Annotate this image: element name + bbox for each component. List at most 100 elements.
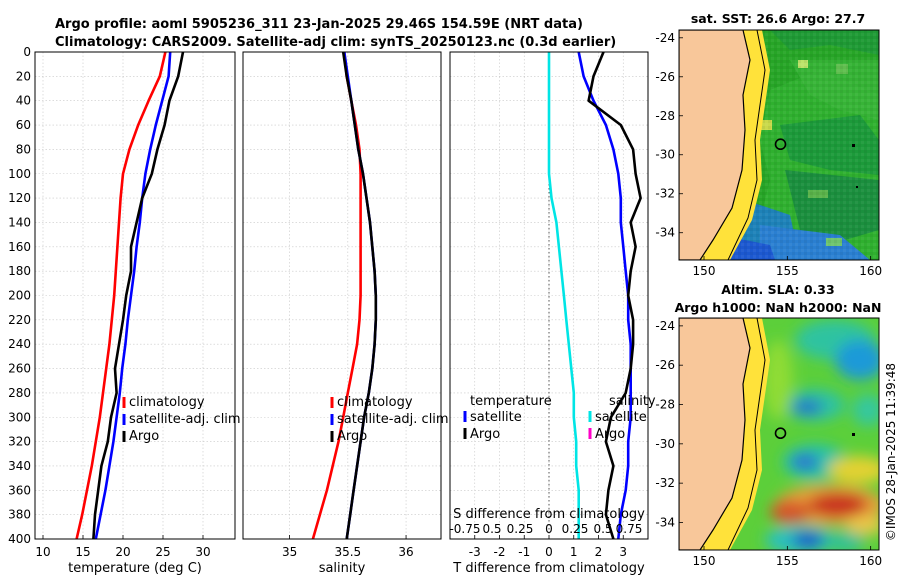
- difference-panel: -3 -2 -1 0 1 2 3 temperature salinity satellit…: [449, 51, 656, 576]
- temperature-series: [75, 52, 185, 539]
- depth-tick-label: 380: [8, 508, 31, 522]
- x-tick-label: 0: [545, 545, 553, 559]
- legend-temperature-title: temperature: [470, 394, 552, 409]
- sst-map-title: sat. SST: 26.6 Argo: 27.7: [691, 11, 865, 26]
- salinity-difference-tick-labels: -0.75 0.5 0.25 0 0.25 0.5 0.75: [449, 522, 642, 536]
- temperature-axis-label: temperature (deg C): [68, 561, 202, 576]
- x-tick-label: -1: [518, 545, 530, 559]
- series-argo-line: [92, 52, 185, 539]
- lat-tick-label: -30: [655, 437, 675, 451]
- lat-tick-label: -34: [655, 515, 675, 529]
- legend-salinity-title: salinity: [609, 394, 656, 409]
- lat-tick-label: -24: [655, 319, 675, 333]
- depth-tick-label: 80: [16, 142, 31, 156]
- salinity-legend: climatology satellite-adj. clim Argo: [330, 395, 449, 444]
- lat-tick-label: -30: [655, 148, 675, 162]
- salinity-series: [311, 52, 378, 539]
- x-tick-label: 25: [155, 545, 170, 559]
- sst-map: sat. SST: 26.6 Argo: 27.7: [655, 11, 882, 278]
- salinity-difference-tick: -0.75: [449, 522, 480, 536]
- x-tick-label: 15: [75, 545, 90, 559]
- salinity-difference-tick: 0.75: [616, 522, 643, 536]
- sst-isobath: [727, 30, 766, 260]
- x-tick-label: -2: [494, 545, 506, 559]
- lon-tick-label: 155: [776, 554, 799, 568]
- difference-x-tick-labels: -3 -2 -1 0 1 2 3: [469, 545, 627, 559]
- sst-land: [679, 30, 751, 260]
- temperature-panel: 0 20 40 60 80 100 120 140 160 180 200 220 240 260 280 3…: [8, 45, 241, 576]
- series-temperature-argo-line: [587, 52, 642, 539]
- salinity-difference-tick: 0.25: [507, 522, 534, 536]
- x-tick-label: 10: [35, 545, 50, 559]
- salinity-difference-axis-label: S difference from climatology: [453, 507, 645, 522]
- series-salinity-satellite-line: [547, 52, 581, 539]
- salinity-difference-tick: 0.25: [562, 522, 589, 536]
- lat-tick-label: -32: [655, 476, 675, 490]
- salinity-x-tick-labels: 35 35.5 36: [282, 545, 414, 559]
- depth-tick-label: 360: [8, 483, 31, 497]
- x-tick-label: 1: [570, 545, 578, 559]
- sla-field: [763, 320, 879, 550]
- depth-tick-label: 180: [8, 264, 31, 278]
- lat-tick-label: -26: [655, 358, 675, 372]
- legend-argo-label: Argo: [129, 429, 159, 444]
- legend-satellite-label: satellite-adj. clim: [337, 412, 449, 427]
- timestamp: ©IMOS 28-Jan-2025 11:39:48: [884, 363, 898, 541]
- series-argo-line: [341, 52, 378, 539]
- x-tick-label: 20: [115, 545, 130, 559]
- lon-tick-label: 160: [859, 264, 882, 278]
- temperature-x-tick-labels: 10 15 20 25 30: [35, 545, 210, 559]
- depth-tick-label: 120: [8, 191, 31, 205]
- argo-float-marker: [774, 427, 787, 440]
- temperature-legend: climatology satellite-adj. clim Argo: [122, 395, 241, 444]
- x-tick-label: 36: [398, 545, 413, 559]
- x-tick-label: 30: [195, 545, 210, 559]
- lat-tick-label: -28: [655, 398, 675, 412]
- depth-tick-label: 240: [8, 337, 31, 351]
- lat-tick-label: -26: [655, 70, 675, 84]
- legend-argo-label: Argo: [337, 429, 367, 444]
- depth-tick-label: 280: [8, 386, 31, 400]
- legend-sal-satellite-label: satellite: [595, 410, 647, 425]
- x-tick-label: 35: [282, 545, 297, 559]
- figure-title-line1: Argo profile: aoml 5905236_311 23-Jan-20…: [55, 17, 583, 32]
- lon-tick-label: 150: [693, 554, 716, 568]
- x-tick-label: 2: [595, 545, 603, 559]
- legend-temp-argo-label: Argo: [470, 427, 500, 442]
- series-satellite-adj-clim-line: [94, 52, 172, 539]
- depth-tick-label: 60: [16, 118, 31, 132]
- temperature-difference-axis-label: T difference from climatology: [452, 561, 645, 576]
- salinity-difference-tick: 0: [545, 522, 553, 536]
- depth-tick-label: 140: [8, 215, 31, 229]
- sla-map-lat-labels: -24 -26 -28 -30 -32 -34: [655, 319, 683, 529]
- sla-map-title-line2: Argo h1000: NaN h2000: NaN: [675, 300, 882, 315]
- lon-tick-label: 150: [693, 264, 716, 278]
- sla-map-title-line1: Altim. SLA: 0.33: [721, 282, 834, 297]
- x-tick-label: -3: [469, 545, 481, 559]
- depth-tick-label: 400: [8, 532, 31, 546]
- salinity-panel: 35 35.5 36 climatology satellite-adj. clim…: [242, 51, 449, 576]
- sst-map-lon-labels: 150 155 160: [693, 256, 882, 278]
- argo-float-marker: [774, 138, 787, 151]
- depth-tick-label: 340: [8, 459, 31, 473]
- legend-climatology-label: climatology: [129, 395, 205, 410]
- lat-tick-label: -32: [655, 187, 675, 201]
- legend-temp-satellite-label: satellite: [470, 410, 522, 425]
- lon-tick-label: 160: [859, 554, 882, 568]
- depth-tick-label: 300: [8, 410, 31, 424]
- sla-map-lon-labels: 150 155 160: [693, 546, 882, 568]
- lon-tick-label: 155: [776, 264, 799, 278]
- depth-tick-label: 320: [8, 435, 31, 449]
- depth-tick-label: 220: [8, 313, 31, 327]
- legend-climatology-label: climatology: [337, 395, 413, 410]
- depth-tick-label: 260: [8, 362, 31, 376]
- lat-tick-label: -24: [655, 31, 675, 45]
- sla-isobath: [727, 318, 766, 550]
- depth-tick-label: 40: [16, 94, 31, 108]
- difference-legend: temperature salinity satellite Argo sate…: [463, 394, 656, 442]
- lat-tick-label: -34: [655, 226, 675, 240]
- depth-axis-labels: 0 20 40 60 80 100 120 140 160 180 200 220 240 260 280 3…: [8, 45, 31, 546]
- legend-sal-argo-label: Argo: [595, 427, 625, 442]
- series-climatology-line: [75, 52, 167, 539]
- depth-tick-label: 100: [8, 167, 31, 181]
